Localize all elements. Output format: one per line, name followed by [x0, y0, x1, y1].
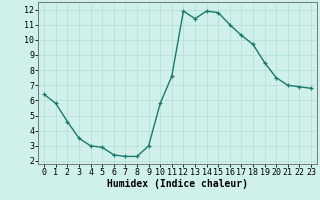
X-axis label: Humidex (Indice chaleur): Humidex (Indice chaleur): [107, 179, 248, 189]
